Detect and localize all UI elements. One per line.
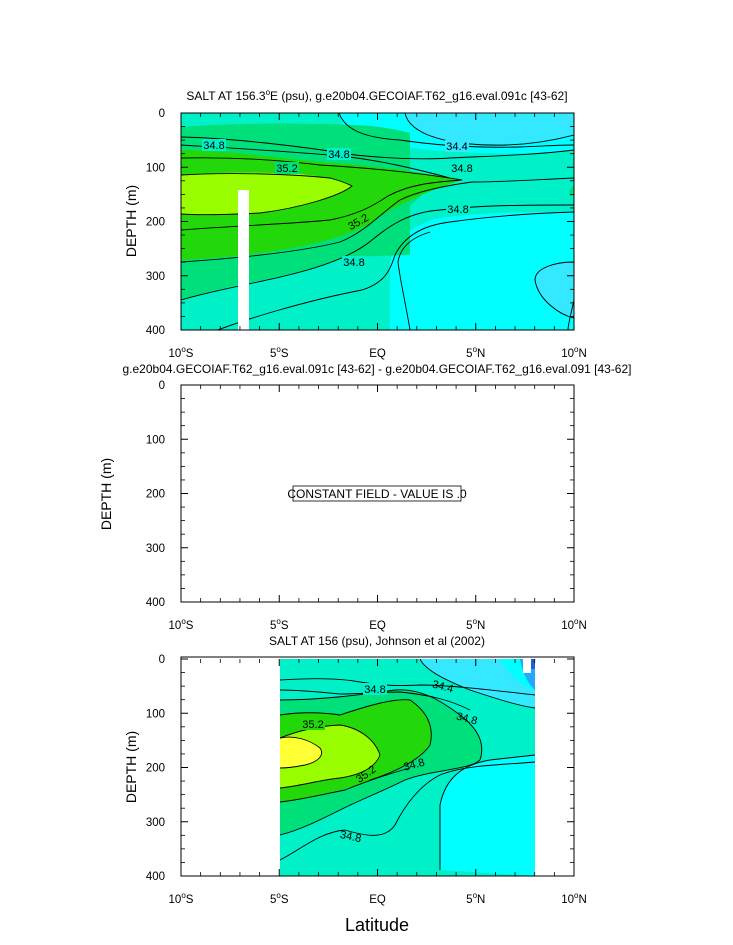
panel1-xtick-label: 10oS bbox=[169, 345, 194, 360]
panel3-xtick-label: 10oS bbox=[169, 891, 194, 906]
panel2-ylabel: DEPTH (m) bbox=[98, 458, 114, 530]
panel2-ytick-label: 0 bbox=[159, 380, 165, 392]
panel3-ytick-label: 400 bbox=[146, 871, 165, 883]
panel3-axes: 0 100 200 300 400 10oS 5oS EQ 5oN 10oN bbox=[146, 654, 587, 906]
panel1-ytick-label: 200 bbox=[146, 217, 165, 229]
panel1-xtick-label: 5oN bbox=[466, 345, 485, 360]
panel1-fill-354 bbox=[181, 172, 352, 215]
panel2-xtick-label: EQ bbox=[369, 620, 386, 632]
panel1-axes: 0 100 200 300 400 10oS 5oS EQ 5oN 10oN bbox=[146, 108, 587, 360]
panel1-xtick-label: 5oS bbox=[270, 345, 289, 360]
panel2-ytick-label: 100 bbox=[146, 434, 165, 446]
panel3-clabel-2: 34.4 bbox=[431, 679, 455, 696]
panel3-title: SALT AT 156 (psu), Johnson et al (2002) bbox=[269, 634, 485, 648]
panel2-axes: 0 100 200 300 400 10oS 5oS EQ 5oN 10oN bbox=[146, 380, 587, 632]
panel1-ytick-label: 100 bbox=[146, 162, 165, 174]
panel2-ytick-label: 400 bbox=[146, 597, 165, 609]
panel1-fill-344-right bbox=[535, 262, 574, 318]
panel3-ytick-label: 0 bbox=[159, 654, 165, 666]
panel3-clabel-6: 34.8 bbox=[402, 757, 426, 774]
panel2-xtick-label: 10oS bbox=[169, 617, 194, 632]
panel1-fill-344-top bbox=[405, 113, 574, 145]
panel3-xtick-label: 5oS bbox=[270, 891, 289, 906]
panel3-deep-blue-cell bbox=[531, 659, 535, 669]
panel3-clabel-4: 34.8 bbox=[455, 711, 479, 728]
panel1-clabel-1: 34.8 bbox=[203, 140, 224, 152]
panel3-ytick-label: 300 bbox=[146, 817, 165, 829]
panel1-clabel-5: 34.8 bbox=[451, 163, 472, 175]
panel2-ytick-label: 300 bbox=[146, 543, 165, 555]
panel1-xtick-label: 10oN bbox=[561, 345, 587, 360]
panel1-clabel-2: 34.8 bbox=[328, 149, 349, 161]
panel1-clabel-7: 34.8 bbox=[447, 204, 468, 216]
panel1-ytick-label: 300 bbox=[146, 271, 165, 283]
panel1-missing-data-column bbox=[238, 190, 249, 330]
panel3-ytick-label: 200 bbox=[146, 763, 165, 775]
panel1-clabel-8: 34.8 bbox=[343, 257, 364, 269]
panel1-xtick-label: EQ bbox=[369, 348, 386, 360]
panel2-xtick-label: 10oN bbox=[561, 617, 587, 632]
constant-field-text: CONSTANT FIELD - VALUE IS .0 bbox=[287, 487, 467, 501]
panel2-ytick-label: 200 bbox=[146, 489, 165, 501]
panel3-missing-cell bbox=[523, 659, 531, 673]
panel3-ytick-label: 100 bbox=[146, 708, 165, 720]
panel1-ytick-label: 400 bbox=[146, 325, 165, 337]
panel3-clabel-1: 34.8 bbox=[364, 684, 385, 696]
panel3-contour-fill bbox=[280, 659, 535, 876]
panel1-ylabel: DEPTH (m) bbox=[123, 185, 139, 257]
panel3-xtick-label: EQ bbox=[369, 894, 386, 906]
panel2-xtick-label: 5oN bbox=[466, 617, 485, 632]
panel1-ytick-label: 0 bbox=[159, 108, 165, 120]
panel3-clabel-7: 34.8 bbox=[339, 829, 362, 845]
panel3-xtick-label: 5oN bbox=[466, 891, 485, 906]
panel2-title: g.e20b04.GECOIAF.T62_g16.eval.091c [43-6… bbox=[123, 362, 632, 376]
panel1-contour-labels: 34.8 34.8 34.4 35.2 34.8 35.2 34.8 34.8 bbox=[202, 139, 474, 269]
panel3-xtick-label: 10oN bbox=[561, 891, 587, 906]
panel3-ylabel: DEPTH (m) bbox=[123, 731, 139, 803]
panel1-fill-right-edge bbox=[569, 186, 574, 196]
x-axis-label: Latitude bbox=[345, 915, 409, 935]
panel1-clabel-4: 35.2 bbox=[276, 163, 297, 175]
panel1-fill-346-bottom bbox=[390, 212, 574, 330]
panel1-clabel-3: 34.4 bbox=[446, 141, 467, 153]
panel1-title: SALT AT 156.3oE (psu), g.e20b04.GECOIAF.… bbox=[186, 88, 567, 103]
panel2-xtick-label: 5oS bbox=[270, 617, 289, 632]
constant-field-box bbox=[292, 485, 462, 502]
panel3-clabel-3: 35.2 bbox=[302, 719, 323, 731]
